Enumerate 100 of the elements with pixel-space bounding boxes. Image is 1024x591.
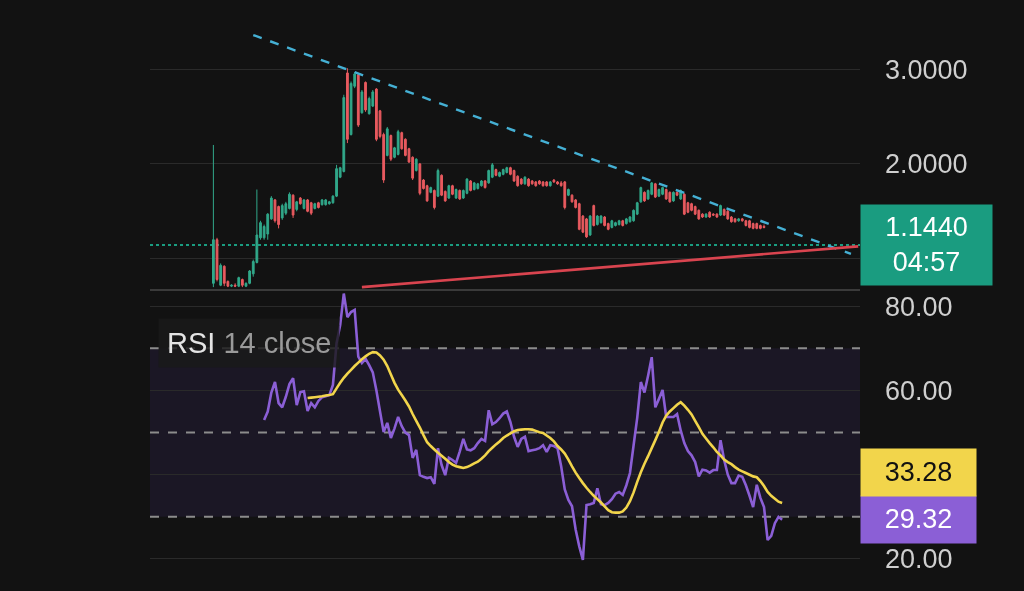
candlestick <box>751 222 755 230</box>
candlestick <box>240 278 244 288</box>
candlestick <box>657 188 661 198</box>
candlestick <box>711 212 715 217</box>
candlestick <box>523 175 527 186</box>
candlestick <box>541 180 545 188</box>
candlestick <box>212 144 215 288</box>
candlestick <box>675 190 679 197</box>
candlestick <box>396 129 400 156</box>
text: 29.32 <box>884 504 953 535</box>
candlestick <box>577 202 581 231</box>
candlestick <box>595 214 599 227</box>
candlestick <box>215 237 219 282</box>
candlestick <box>538 179 541 186</box>
candlestick <box>744 219 748 227</box>
candlestick <box>375 87 378 142</box>
candlestick <box>570 193 574 204</box>
candlestick <box>414 157 418 172</box>
candlestick <box>298 196 302 206</box>
candlestick <box>295 200 299 212</box>
candlestick <box>748 219 751 229</box>
candlestick <box>599 214 603 225</box>
candlestick <box>614 221 617 227</box>
candlestick <box>501 168 505 176</box>
candlestick <box>592 204 596 227</box>
candlestick <box>643 190 646 203</box>
candlestick <box>505 166 509 174</box>
candlestick <box>653 182 657 199</box>
candlestick <box>230 283 233 288</box>
candlestick <box>309 201 313 216</box>
candlestick <box>469 179 472 192</box>
candlestick <box>519 177 523 186</box>
candlestick <box>512 169 516 183</box>
candlestick <box>385 126 389 157</box>
candlestick <box>465 177 469 195</box>
candlestick <box>451 184 454 196</box>
candlestick <box>708 210 712 219</box>
y-tick-label: 2.0000 <box>885 149 968 180</box>
candlestick <box>733 217 737 224</box>
candlestick <box>476 182 480 191</box>
candlestick <box>458 189 462 201</box>
candlestick <box>726 208 730 221</box>
candlestick <box>233 282 237 288</box>
candlestick <box>527 177 530 188</box>
y-tick-label: 20.00 <box>885 544 953 575</box>
candlestick <box>650 181 654 196</box>
candlestick <box>552 178 556 184</box>
candlestick <box>668 190 672 204</box>
candlestick <box>690 202 693 212</box>
candlestick <box>567 188 570 197</box>
candlestick <box>556 180 559 186</box>
candlestick <box>610 219 614 229</box>
candlestick <box>664 188 668 201</box>
candlestick <box>516 174 520 188</box>
y-tick-label: 80.00 <box>885 291 953 322</box>
candlestick <box>603 215 606 227</box>
candlestick <box>740 217 744 223</box>
candlestick <box>624 217 628 226</box>
candlestick <box>483 179 487 190</box>
candlestick <box>701 212 704 219</box>
candlestick <box>617 219 621 227</box>
candlestick <box>697 208 701 221</box>
candlestick <box>715 212 719 219</box>
candlestick <box>693 205 697 216</box>
candlestick <box>759 224 762 230</box>
candlestick <box>222 264 226 287</box>
candlestick <box>454 188 458 200</box>
candlestick <box>548 180 552 188</box>
candlestick <box>737 217 741 223</box>
candlestick <box>719 204 722 217</box>
candlestick <box>494 168 498 177</box>
candlestick <box>704 212 708 219</box>
candlestick <box>320 198 324 207</box>
candlestick <box>389 134 393 162</box>
candlestick <box>219 262 223 287</box>
y-tick-label: 60.00 <box>885 375 953 406</box>
candlestick <box>291 193 295 219</box>
candlestick <box>480 179 483 188</box>
line-series <box>262 292 784 562</box>
candlestick <box>585 217 588 239</box>
candlestick <box>436 168 440 198</box>
candlestick <box>317 201 320 209</box>
candlestick <box>672 190 675 203</box>
ref-line-label: 1.1440 04:57 <box>885 212 968 278</box>
candlestick <box>280 203 284 221</box>
candlestick <box>306 198 309 213</box>
candlestick <box>472 181 476 191</box>
candlestick <box>313 202 317 210</box>
candlestick <box>563 180 567 210</box>
candlestick <box>346 67 349 144</box>
text: 33.28 <box>884 457 953 488</box>
candlestick <box>534 180 538 188</box>
candlestick <box>432 189 436 210</box>
candlestick <box>621 219 625 227</box>
candlestick <box>447 184 451 200</box>
candlestick <box>364 80 367 113</box>
candlestick <box>324 198 328 207</box>
candlestick <box>429 186 433 194</box>
candlestick <box>661 186 664 196</box>
text: 14 close <box>223 327 332 359</box>
